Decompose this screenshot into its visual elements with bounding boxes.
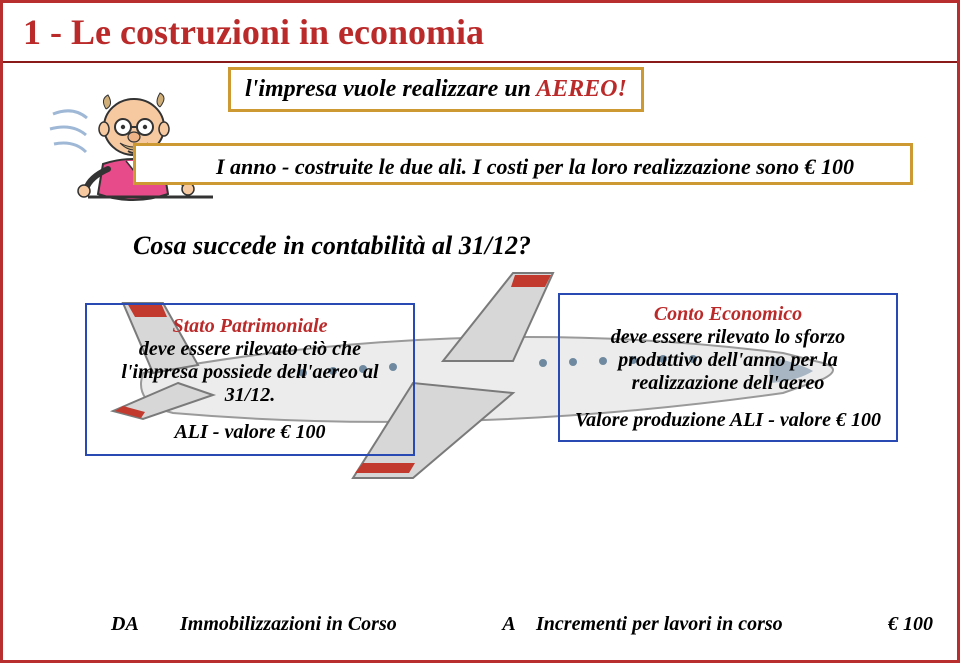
journal-credit: Incrementi per lavori in corso [528,613,868,636]
journal-amount: € 100 [873,613,933,636]
ce-heading: Conto Economico [572,303,884,326]
sp-heading: Stato Patrimoniale [101,315,399,338]
sp-body: deve essere rilevato ciò che l'impresa p… [101,338,399,407]
callout-goal: l'impresa vuole realizzare un AEREO! [228,67,644,112]
callout-year1: I anno - costruite le due ali. I costi p… [133,143,913,185]
box-conto-economico: Conto Economico deve essere rilevato lo … [558,293,898,442]
slide-frame: 1 - Le costruzioni in economia [0,0,960,663]
sp-value: ALI - valore € 100 [101,421,399,444]
slide-title: 1 - Le costruzioni in economia [3,3,957,63]
ce-body: deve essere rilevato lo sforzo produttiv… [572,326,884,395]
callout-goal-red: AEREO! [536,76,627,102]
callout-goal-pre: l'impresa vuole realizzare un [245,76,536,102]
journal-entry: DA Immobilizzazioni in Corso A Increment… [111,613,933,636]
box-stato-patrimoniale: Stato Patrimoniale deve essere rilevato … [85,303,415,456]
journal-debit: Immobilizzazioni in Corso [170,613,490,636]
journal-da: DA [111,613,165,636]
ce-value: Valore produzione ALI - valore € 100 [572,409,884,432]
journal-a: A [495,613,523,636]
